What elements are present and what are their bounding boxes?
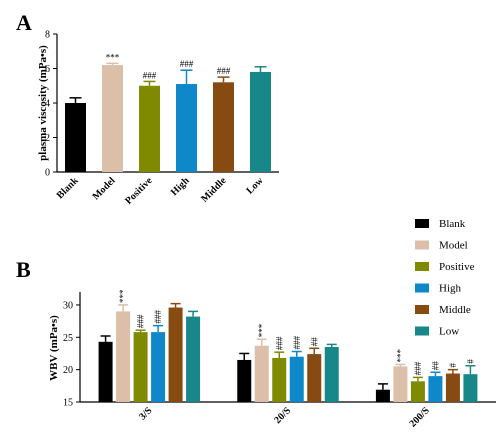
bar-positive-200-s bbox=[410, 381, 425, 402]
category-label-model: Model bbox=[91, 175, 118, 202]
panel-a-label: A bbox=[16, 10, 32, 35]
chart-b-ytick-label: 30 bbox=[63, 300, 73, 311]
category-label-blank: Blank bbox=[55, 175, 81, 201]
panel-b-label: B bbox=[16, 257, 31, 282]
legend-swatch-blank bbox=[415, 219, 429, 228]
chart-a-ytick-label: 8 bbox=[45, 30, 50, 41]
annotation-high: ### bbox=[180, 59, 194, 69]
chart-a-ytick-label: 6 bbox=[45, 64, 50, 75]
legend-label-model: Model bbox=[439, 240, 468, 252]
legend-swatch-high bbox=[415, 283, 429, 293]
chart-b-ytick-label: 25 bbox=[63, 333, 73, 344]
chart-a-ylabel: plasma viscosity (mPa•s) bbox=[37, 45, 49, 161]
bar-model bbox=[102, 65, 123, 172]
chart-a-ytick-label: 0 bbox=[45, 168, 50, 179]
legend-swatch-positive bbox=[415, 262, 429, 271]
group-label-3-s: 3/S bbox=[137, 405, 155, 423]
annotation-positive-200-s: ### bbox=[413, 361, 423, 375]
category-label-positive: Positive bbox=[123, 175, 155, 207]
bar-model-200-s bbox=[393, 366, 408, 402]
bar-blank-3-s bbox=[98, 341, 113, 402]
category-label-low: Low bbox=[244, 175, 266, 197]
bar-blank-20-s bbox=[237, 359, 252, 402]
bar-positive bbox=[139, 85, 160, 172]
category-label-high: High bbox=[169, 175, 192, 198]
bar-low-3-s bbox=[186, 316, 201, 402]
legend-label-blank: Blank bbox=[439, 218, 466, 230]
legend-label-positive: Positive bbox=[439, 261, 475, 273]
bar-model-3-s bbox=[116, 311, 131, 402]
category-label-middle: Middle bbox=[199, 175, 229, 205]
bar-high-3-s bbox=[151, 332, 166, 402]
legend-swatch-middle bbox=[415, 305, 429, 314]
annotation-model-3-s: *** bbox=[118, 289, 128, 303]
bar-low-20-s bbox=[324, 347, 339, 402]
chart-b-ylabel: WBV (mPa•s) bbox=[48, 315, 60, 381]
bar-middle bbox=[213, 82, 234, 172]
annotation-middle-200-s: # bbox=[448, 363, 458, 368]
annotation-positive-3-s: ### bbox=[136, 314, 146, 328]
chart-b-ytick-label: 15 bbox=[63, 398, 73, 409]
bar-low-200-s bbox=[463, 374, 478, 402]
bar-positive-20-s bbox=[272, 358, 287, 402]
bar-high-20-s bbox=[289, 356, 304, 402]
annotation-high-3-s: ### bbox=[153, 310, 163, 324]
bar-high bbox=[176, 84, 197, 172]
annotation-positive: ### bbox=[143, 70, 157, 80]
bar-model-20-s bbox=[254, 345, 269, 402]
bar-blank bbox=[65, 103, 86, 172]
annotation-low-200-s: # bbox=[465, 359, 475, 364]
group-label-200-s: 200/S bbox=[408, 405, 433, 430]
chart-a-ytick-label: 2 bbox=[45, 133, 50, 144]
bar-middle-3-s bbox=[168, 307, 183, 402]
annotation-model: *** bbox=[106, 52, 120, 62]
bar-high-200-s bbox=[428, 376, 443, 402]
annotation-model-200-s: *** bbox=[395, 348, 405, 362]
legend-label-high: High bbox=[439, 283, 462, 295]
annotation-middle: ### bbox=[217, 66, 231, 76]
bar-middle-200-s bbox=[445, 373, 460, 402]
chart-a-ytick-label: 4 bbox=[45, 99, 50, 110]
chart-a: plasma viscosity (mPa•s) 0 2 4 6 8 Blank *** Mo… bbox=[37, 30, 279, 207]
annotation-positive-20-s: ### bbox=[274, 336, 284, 350]
bar-low bbox=[250, 71, 271, 172]
annotation-high-20-s: ### bbox=[292, 336, 302, 350]
legend-label-middle: Middle bbox=[439, 304, 471, 316]
chart-b-ytick-label: 20 bbox=[63, 365, 73, 376]
annotation-middle-20-s: ## bbox=[309, 337, 319, 347]
annotation-model-20-s: *** bbox=[257, 323, 267, 337]
annotation-high-200-s: ## bbox=[430, 361, 440, 371]
legend-label-low: Low bbox=[439, 326, 459, 338]
bar-middle-20-s bbox=[307, 354, 322, 402]
group-label-20-s: 20/S bbox=[272, 405, 293, 426]
legend: Blank Model Positive High Middle Low bbox=[415, 218, 475, 338]
legend-swatch-model bbox=[415, 240, 429, 250]
bar-blank-200-s bbox=[375, 389, 390, 402]
bar-positive-3-s bbox=[133, 332, 148, 402]
legend-swatch-low bbox=[415, 326, 429, 336]
